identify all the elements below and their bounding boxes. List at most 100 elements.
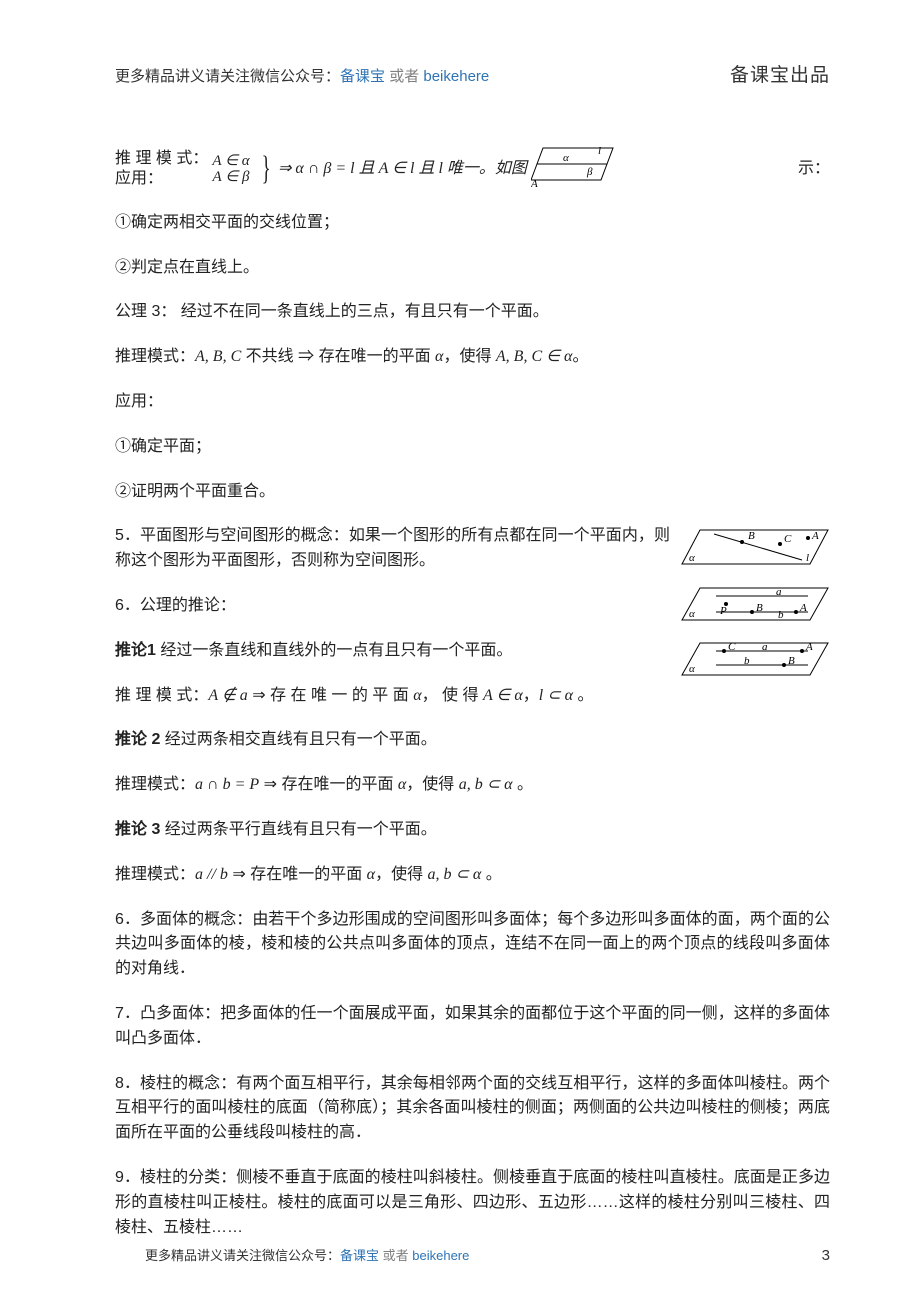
d2-a: a: [776, 586, 782, 598]
side-diagram-1: B C A α l: [680, 524, 830, 569]
p10b: 推论1: [115, 642, 156, 659]
para-corollary2: 推论 2 经过两条相交直线有且只有一个平面。: [115, 728, 830, 753]
page-header: 更多精品讲义请关注微信公众号：备课宝 或者 beikehere 备课宝出品: [115, 60, 830, 87]
para-6: 6．多面体的概念：由若干个多边形围成的空间图形叫多面体；每个多边形叫多面体的面，…: [115, 908, 830, 982]
p11-end: 。: [573, 687, 593, 704]
page-number: 3: [822, 1247, 830, 1264]
formula-brace: }: [258, 152, 274, 186]
footer-left: 更多精品讲义请关注微信公众号：备课宝 或者 beikehere: [145, 1245, 469, 1264]
page-footer: 更多精品讲义请关注微信公众号：备课宝 或者 beikehere 3: [145, 1245, 830, 1264]
p14b: 推论 3: [115, 821, 160, 838]
d2-b: b: [778, 609, 784, 621]
p4-mid: 不共线 ⇒ 存在唯一的平面: [241, 348, 435, 365]
formula-stack: A ∈ α A ∈ β: [212, 153, 249, 187]
para-model-axiom3: 推理模式：A, B, C 不共线 ⇒ 存在唯一的平面 α，使得 A, B, C …: [115, 345, 830, 370]
p4-pre: 推理模式：: [115, 348, 195, 365]
p11-pre: 推 理 模 式：: [115, 687, 208, 704]
d1-A: A: [811, 530, 819, 542]
p15-end: 。: [481, 866, 501, 883]
diagram-label-A: A: [531, 178, 538, 188]
p15-mid2: ，使得: [375, 866, 427, 883]
header-prefix: 更多精品讲义请关注微信公众号：: [115, 68, 340, 85]
para-app4: ②证明两个平面重合。: [115, 480, 830, 505]
para-model-c3: 推理模式：a // b ⇒ 存在唯一的平面 α，使得 a, b ⊂ α 。: [115, 863, 830, 888]
p11-mid2: ， 使 得: [422, 687, 483, 704]
p13-mid2: ，使得: [406, 776, 458, 793]
side-diagram-2: P a B b A α: [680, 584, 830, 624]
d3-alpha: α: [689, 663, 695, 675]
p11-m2: α: [413, 687, 421, 704]
d3-C: C: [728, 641, 736, 653]
p4-mid2: ，使得: [443, 348, 495, 365]
p13-pre: 推理模式：: [115, 776, 195, 793]
header-right: 备课宝出品: [730, 60, 830, 87]
para-8: 8．棱柱的概念：有两个面互相平行，其余每相邻两个面的交线互相平行，这样的多面体叫…: [115, 1072, 830, 1146]
d1-l: l: [806, 552, 809, 564]
diagram-label-beta: β: [586, 166, 593, 178]
d2-B: B: [756, 602, 763, 614]
d1-B: B: [748, 530, 755, 542]
formula-tail: 示：: [798, 157, 830, 182]
p15-mid: ⇒ 存在唯一的平面: [228, 866, 367, 883]
para-app2: ②判定点在直线上。: [115, 256, 830, 281]
p4-m1: A, B, C: [195, 348, 241, 365]
p11-m4: l ⊂ α: [539, 687, 573, 704]
diagram-label-l: l: [598, 145, 601, 157]
formula-label-bottom: 应用：: [115, 169, 208, 189]
para-7: 7．凸多面体：把多面体的任一个面展成平面，如果其余的面都位于这个平面的同一侧，这…: [115, 1002, 830, 1052]
para-9: 9．棱柱的分类：侧棱不垂直于底面的棱柱叫斜棱柱。侧棱垂直于底面的棱柱叫直棱柱。底…: [115, 1166, 830, 1240]
p15-m2: α: [367, 866, 375, 883]
d2-P: P: [719, 605, 727, 617]
header-left: 更多精品讲义请关注微信公众号：备课宝 或者 beikehere: [115, 65, 489, 86]
p4-m3: A, B, C ∈ α: [496, 348, 573, 365]
formula-arrow: ⇒ α ∩ β = l 且 A ∈ l 且 l 唯一。如图: [278, 157, 527, 182]
d1-alpha: α: [689, 552, 695, 564]
footer-sep: 或者: [379, 1248, 412, 1263]
document-body: 推 理 模 式： 应用： A ∈ α A ∈ β } ⇒ α ∩ β = l 且…: [115, 142, 830, 1240]
header-sep: 或者: [385, 68, 423, 85]
para-app-label: 应用：: [115, 390, 830, 415]
d2-A: A: [799, 602, 807, 614]
formula-row: 推 理 模 式： 应用： A ∈ α A ∈ β } ⇒ α ∩ β = l 且…: [115, 142, 830, 197]
header-link-1: 备课宝: [340, 68, 385, 85]
para-axiom3: 公理 3： 经过不在同一条直线上的三点，有且只有一个平面。: [115, 300, 830, 325]
formula-line1: A ∈ α: [212, 153, 249, 170]
para-app3: ①确定平面；: [115, 435, 830, 460]
p11-m3: A ∈ α: [483, 687, 523, 704]
p12: 经过两条相交直线有且只有一个平面。: [160, 731, 436, 748]
p13-mid: ⇒ 存在唯一的平面: [259, 776, 398, 793]
inline-plane-diagram: l α β A: [531, 142, 621, 197]
d2-alpha: α: [689, 608, 695, 620]
p15-pre: 推理模式：: [115, 866, 195, 883]
d3-B: B: [788, 655, 795, 667]
footer-link-2: beikehere: [412, 1248, 469, 1263]
p14: 经过两条平行直线有且只有一个平面。: [160, 821, 436, 838]
page-container: 更多精品讲义请关注微信公众号：备课宝 或者 beikehere 备课宝出品 推 …: [0, 0, 920, 1302]
p13-m1: a ∩ b = P: [195, 776, 259, 793]
side-diagram-3: C a A b B α: [680, 639, 830, 679]
formula-label: 推 理 模 式： 应用：: [115, 149, 208, 189]
formula-line2: A ∈ β: [213, 169, 250, 186]
formula-label-top: 推 理 模 式：: [115, 149, 208, 169]
para-app1: ①确定两相交平面的交线位置；: [115, 211, 830, 236]
p4-end: 。: [572, 348, 588, 365]
d3-a: a: [762, 641, 768, 653]
header-link-2: beikehere: [423, 68, 489, 85]
footer-prefix: 更多精品讲义请关注微信公众号：: [145, 1248, 340, 1263]
p11-m1: A ∉ a: [208, 687, 247, 704]
side-diagrams: B C A α l P: [680, 524, 830, 687]
diagram-label-alpha: α: [563, 152, 569, 164]
section-with-diagrams: B C A α l P: [115, 524, 830, 728]
para-model-c2: 推理模式：a ∩ b = P ⇒ 存在唯一的平面 α，使得 a, b ⊂ α 。: [115, 773, 830, 798]
d3-A: A: [805, 641, 813, 653]
p13-m3: a, b ⊂ α: [459, 776, 513, 793]
para-corollary3: 推论 3 经过两条平行直线有且只有一个平面。: [115, 818, 830, 843]
p15-m3: a, b ⊂ α: [428, 866, 482, 883]
p13-end: 。: [513, 776, 533, 793]
p11-mid3: ，: [523, 687, 539, 704]
p12b: 推论 2: [115, 731, 160, 748]
p11-mid: ⇒ 存 在 唯 一 的 平 面: [248, 687, 413, 704]
d3-b: b: [744, 655, 750, 667]
p15-m1: a // b: [195, 866, 228, 883]
p10: 经过一条直线和直线外的一点有且只有一个平面。: [156, 642, 512, 659]
